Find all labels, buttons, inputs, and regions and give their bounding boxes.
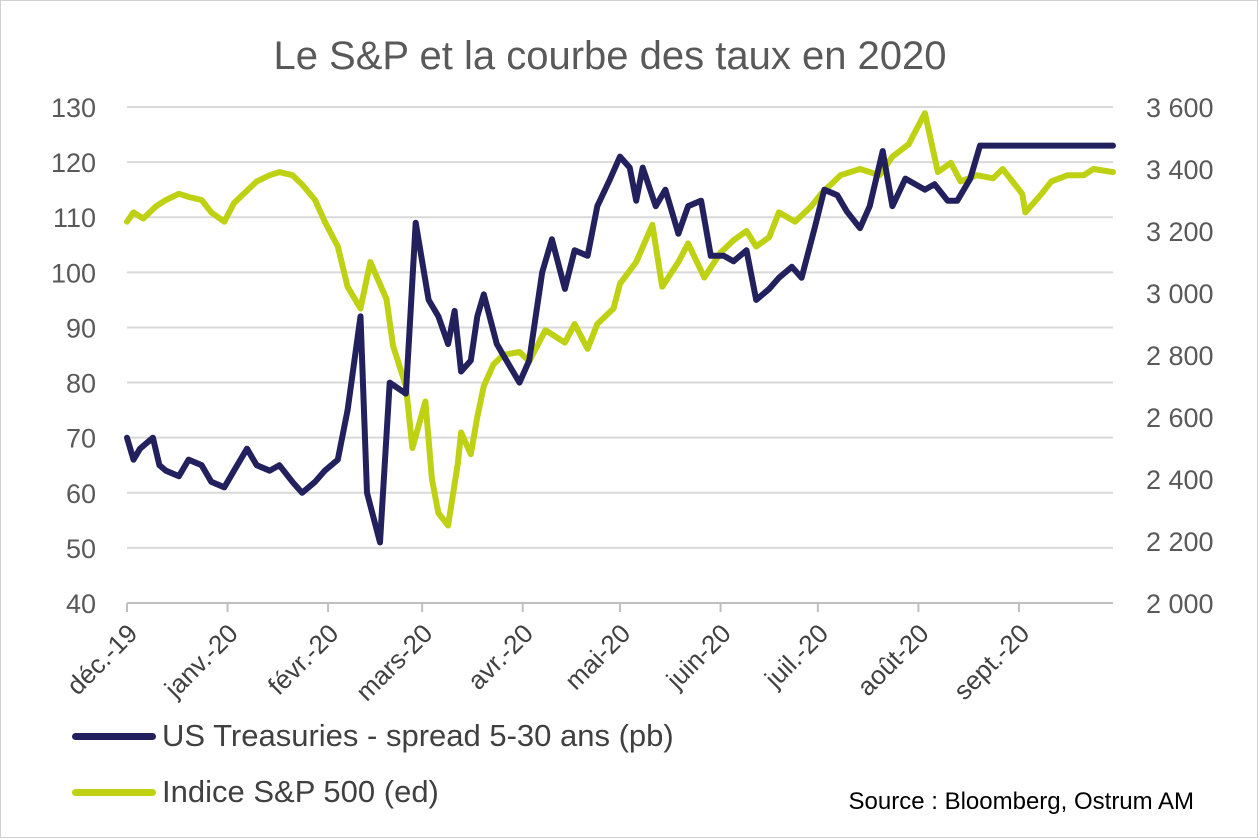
source-note: Source : Bloomberg, Ostrum AM — [848, 788, 1194, 815]
x-tick-label: juil.-20 — [758, 618, 834, 694]
x-tick-label: janv.-20 — [158, 618, 244, 704]
x-axis: déc.-19 janv.-20 févr.-20 mars-20 avr.-20 mai… — [61, 602, 1113, 707]
right-tick-label: 2 000 — [1146, 589, 1214, 619]
x-tick-label: mai-20 — [559, 618, 636, 695]
series-line-sp500 — [124, 110, 1116, 529]
series-layer — [124, 110, 1116, 546]
left-tick-label: 70 — [66, 424, 96, 454]
left-tick-label: 90 — [66, 313, 96, 343]
right-tick-label: 2 600 — [1146, 403, 1214, 433]
left-tick-label: 40 — [66, 589, 96, 619]
left-tick-label: 130 — [51, 93, 96, 123]
x-tick-label: avr.-20 — [462, 618, 539, 695]
x-tick-label: juin-20 — [660, 618, 737, 695]
legend-swatch-sp500 — [72, 788, 156, 796]
x-tick-label: mars-20 — [350, 618, 439, 707]
left-tick-label: 50 — [66, 534, 96, 564]
right-tick-label: 3 200 — [1146, 217, 1214, 247]
x-tick-label: août-20 — [851, 618, 935, 702]
left-tick-label: 120 — [51, 148, 96, 178]
x-tick-label: déc.-19 — [61, 618, 144, 701]
left-tick-label: 100 — [51, 258, 96, 288]
x-tick-label: sept.-20 — [948, 618, 1036, 706]
left-tick-label: 110 — [53, 203, 96, 233]
legend-label-spread: US Treasuries - spread 5-30 ans (pb) — [162, 718, 674, 753]
left-tick-label: 80 — [66, 369, 96, 399]
legend-item-spread: US Treasuries - spread 5-30 ans (pb) — [72, 716, 674, 756]
right-tick-label: 3 400 — [1146, 155, 1214, 185]
legend-label-sp500: Indice S&P 500 (ed) — [162, 774, 439, 809]
legend-item-sp500: Indice S&P 500 (ed) — [72, 772, 439, 812]
legend-swatch-spread — [72, 732, 156, 740]
series-line-spread — [124, 142, 1116, 546]
right-tick-label: 2 800 — [1146, 341, 1214, 371]
right-tick-label: 2 200 — [1146, 527, 1214, 557]
right-tick-label: 3 600 — [1146, 93, 1214, 123]
right-tick-label: 3 000 — [1146, 279, 1214, 309]
chart-title: Le S&P et la courbe des taux en 2020 — [273, 34, 947, 78]
right-tick-label: 2 400 — [1146, 465, 1214, 495]
x-tick-label: févr.-20 — [262, 618, 345, 701]
left-y-axis: 40 50 60 70 80 90 100 110 120 130 — [51, 93, 96, 619]
left-tick-label: 60 — [66, 479, 96, 509]
right-y-axis: 2 000 2 200 2 400 2 600 2 800 3 000 3 200 3 400… — [1146, 93, 1214, 619]
